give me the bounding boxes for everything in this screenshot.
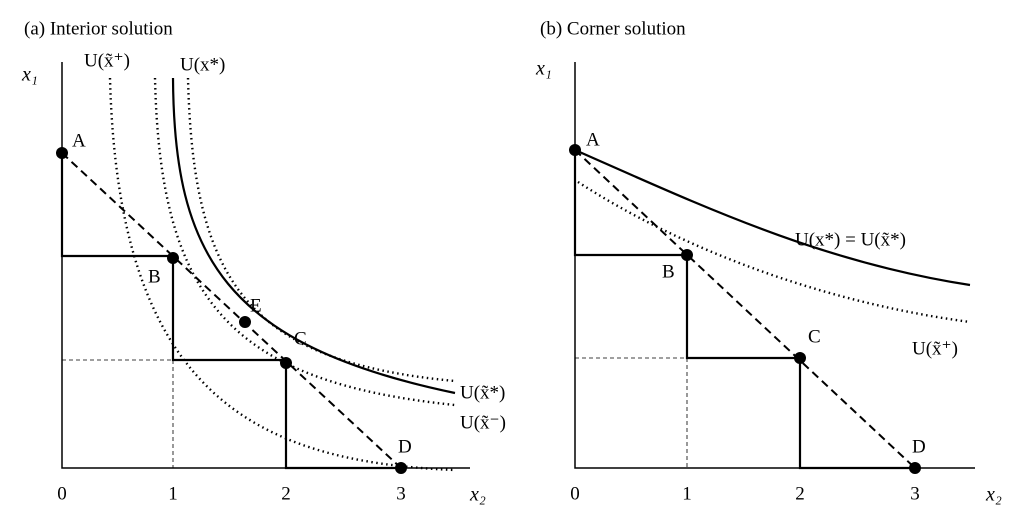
point-label: A — [586, 129, 600, 150]
step-path — [60, 153, 401, 470]
point — [909, 462, 921, 474]
y-axis-label: x₁ — [21, 64, 38, 86]
panel-title: (a) Interior solution — [24, 18, 173, 39]
point-label: D — [398, 436, 412, 457]
point — [56, 147, 68, 159]
x-tick-label: 1 — [168, 483, 178, 504]
x-axis-label: x₂ — [469, 484, 486, 506]
curve-label: U(x̃⁺) — [912, 338, 958, 359]
budget-line — [574, 149, 916, 469]
indifference-curve — [153, 77, 456, 407]
panel-b: (b) Corner solution x₁ x₂ 0 1 2 3 A B C … — [535, 18, 1002, 505]
curve-label: U(x*) — [180, 54, 225, 75]
point — [280, 357, 292, 369]
curve-label: U(x̃⁺) — [84, 50, 130, 71]
point — [395, 462, 407, 474]
point — [167, 252, 179, 264]
axes — [61, 62, 470, 469]
point — [239, 316, 251, 328]
point-label: B — [148, 266, 161, 287]
indifference-curve — [171, 77, 456, 395]
x-tick-label: 1 — [682, 483, 692, 504]
budget-line — [61, 152, 402, 469]
curve-label: U(x̃⁻) — [460, 412, 506, 433]
x-tick-label: 0 — [570, 483, 580, 504]
x-tick-label: 0 — [57, 483, 67, 504]
point-label: C — [808, 326, 821, 347]
x-tick-label: 3 — [910, 483, 920, 504]
point-label: A — [72, 130, 86, 151]
point-label: C — [294, 328, 307, 349]
curve-label: U(x*) = U(x̃*) — [795, 229, 906, 250]
x-tick-label: 2 — [795, 483, 805, 504]
x-tick-label: 3 — [396, 483, 406, 504]
point-label: B — [662, 261, 675, 282]
indifference-curve — [108, 77, 456, 472]
point — [569, 144, 581, 156]
x-tick-label: 2 — [281, 483, 291, 504]
indifference-curve — [574, 148, 971, 287]
y-axis-label: x₁ — [535, 58, 552, 80]
indifference-curve — [577, 180, 971, 324]
point — [794, 352, 806, 364]
guide-line — [62, 359, 174, 468]
axes — [574, 62, 975, 469]
point — [681, 249, 693, 261]
point-label: E — [250, 295, 262, 316]
panel-a: (a) Interior solution x₁ x₂ 0 1 2 3 A B … — [21, 18, 506, 505]
indifference-curve — [186, 77, 456, 383]
x-axis-label: x₂ — [985, 484, 1002, 506]
guide-line — [575, 357, 688, 468]
step-path — [573, 150, 915, 470]
curve-label: U(x̃*) — [460, 382, 505, 403]
point-label: D — [912, 436, 926, 457]
panel-title: (b) Corner solution — [540, 18, 686, 39]
